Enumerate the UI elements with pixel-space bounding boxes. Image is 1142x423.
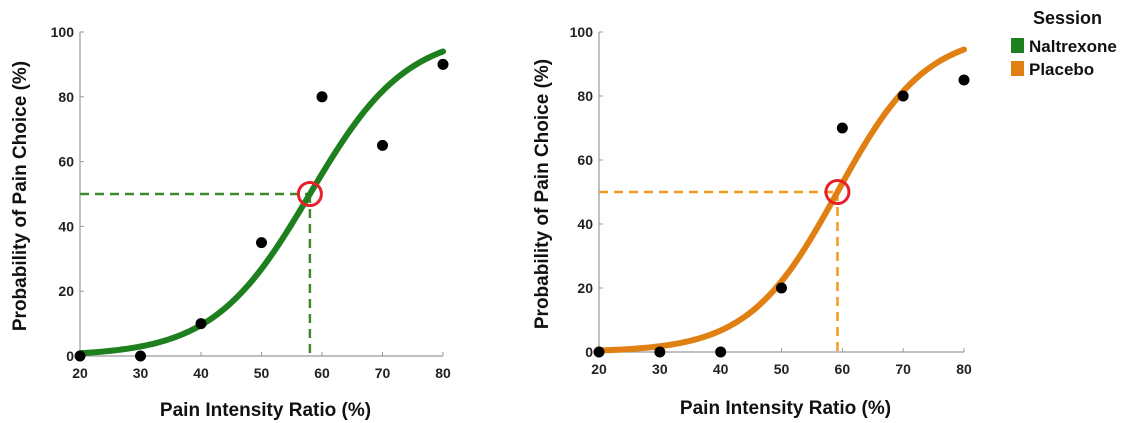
x-axis-title: Pain Intensity Ratio (%) — [160, 400, 371, 421]
legend-title: Session — [1033, 8, 1102, 28]
x-tick-label: 30 — [652, 361, 668, 377]
legend-swatch-placebo — [1011, 61, 1024, 76]
data-point — [256, 237, 267, 249]
y-tick-label: 40 — [577, 216, 593, 232]
threshold-marker — [824, 179, 851, 205]
y-tick-label: 20 — [58, 283, 74, 299]
y-axis-title: Probability of Pain Choice (%) — [10, 61, 31, 331]
data-point — [316, 91, 328, 103]
x-tick-label: 30 — [133, 365, 149, 381]
legend-swatch-naltrexone — [1011, 38, 1024, 53]
data-point — [74, 350, 86, 362]
y-tick-label: 40 — [58, 218, 74, 234]
fit-curve — [77, 48, 446, 357]
x-axis-title: Pain Intensity Ratio (%) — [680, 398, 891, 419]
x-tick-label: 20 — [72, 365, 88, 381]
x-tick-label: 20 — [591, 361, 607, 377]
x-tick-label: 50 — [774, 361, 790, 377]
data-point — [377, 139, 388, 151]
legend: Session Naltrexone Placebo — [1011, 8, 1117, 79]
fit-curve — [596, 46, 967, 354]
x-tick-label: 60 — [835, 361, 851, 377]
data-point — [593, 346, 605, 358]
y-tick-label: 100 — [570, 24, 594, 40]
data-point — [958, 74, 970, 86]
y-tick-label: 80 — [58, 89, 74, 105]
x-tick-label: 40 — [193, 365, 209, 381]
y-tick-label: 20 — [577, 280, 593, 296]
data-point — [195, 318, 207, 330]
x-tick-label: 50 — [254, 365, 270, 381]
y-tick-label: 0 — [66, 348, 74, 364]
data-point — [437, 58, 449, 70]
y-tick-label: 100 — [51, 24, 75, 40]
legend-label-placebo: Placebo — [1029, 60, 1094, 79]
threshold-marker — [296, 181, 323, 207]
data-point — [135, 350, 146, 362]
legend-label-naltrexone: Naltrexone — [1029, 37, 1117, 56]
data-point — [836, 122, 848, 134]
data-point — [776, 282, 787, 294]
x-tick-label: 70 — [895, 361, 911, 377]
x-tick-label: 70 — [375, 365, 391, 381]
data-point — [715, 346, 727, 358]
x-tick-label: 80 — [956, 361, 972, 377]
x-tick-label: 40 — [713, 361, 729, 377]
y-axis-title: Probability of Pain Choice (%) — [532, 59, 553, 329]
y-tick-label: 0 — [585, 344, 593, 360]
y-tick-label: 60 — [577, 152, 593, 168]
x-tick-label: 60 — [314, 365, 330, 381]
data-point — [897, 90, 909, 102]
data-point — [654, 346, 666, 358]
y-tick-label: 60 — [58, 154, 74, 170]
x-tick-label: 80 — [435, 365, 451, 381]
y-tick-label: 80 — [577, 88, 593, 104]
